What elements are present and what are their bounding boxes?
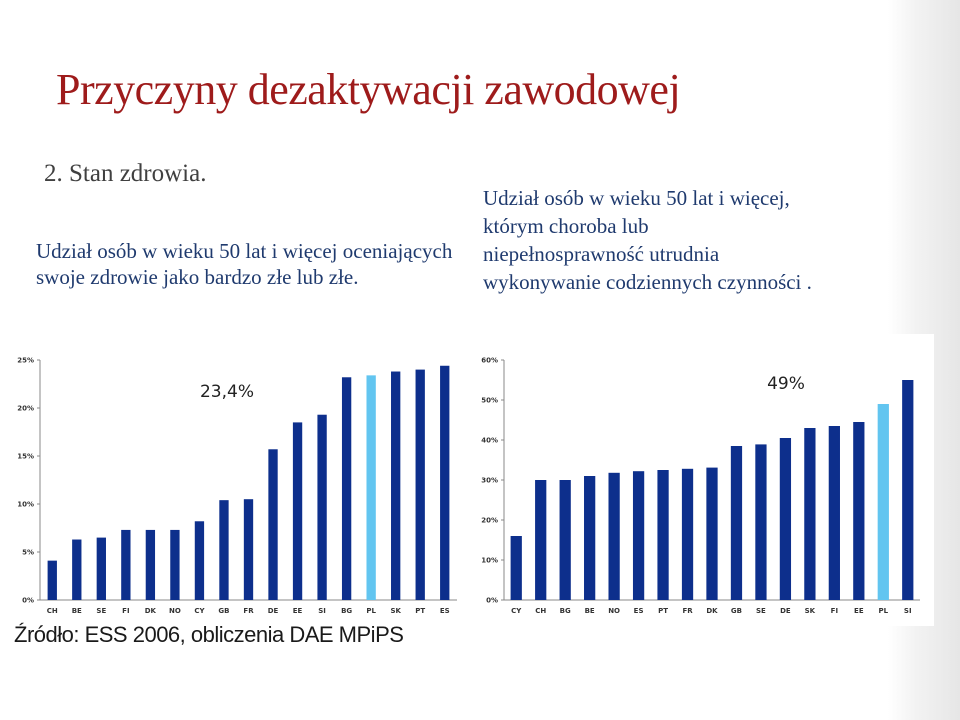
section-point: 2. Stan zdrowia. [44, 160, 207, 187]
bar-pl [877, 404, 889, 600]
bar-ch [47, 560, 57, 600]
x-tick-label: EE [293, 607, 303, 615]
chart-poor-health: 0% 5% 10% 15% 20% 25% CH BE SE FI DK NO CY GB FR DE EE SI… [12, 348, 462, 620]
x-tick-label: FR [243, 607, 254, 615]
x-tick-label: FR [682, 607, 693, 615]
x-tick-label: SI [904, 607, 912, 615]
x-tick-label: CH [47, 607, 58, 615]
x-tick-label: PT [415, 607, 425, 615]
slide-title: Przyczyny dezaktywacji zawodowej [56, 65, 681, 114]
bar-ee [292, 422, 303, 600]
bar-pt [415, 369, 425, 600]
y-tick-label: 10% [481, 557, 498, 565]
bar-si [902, 380, 914, 600]
x-tick-label: PL [366, 607, 376, 615]
y-tick-label: 10% [17, 501, 34, 509]
bar-pl [366, 375, 376, 600]
y-tick-label: 20% [481, 517, 498, 525]
x-tick-label: SK [805, 607, 816, 615]
bar-ch [535, 480, 547, 600]
bar-pt [657, 470, 669, 600]
bar-be [72, 539, 82, 600]
bar-sk [804, 428, 816, 600]
highlight-annotation: 23,4% [200, 382, 254, 402]
x-tick-label: FI [831, 607, 838, 615]
bar-es [632, 471, 645, 600]
bar-sk [391, 371, 401, 600]
x-tick-label: SE [96, 607, 106, 615]
bar-fr [681, 468, 694, 600]
x-tick-label: BE [585, 607, 595, 615]
x-tick-label: SE [756, 607, 766, 615]
bar-cy [510, 536, 522, 600]
x-tick-label: DK [145, 607, 157, 615]
bar-fi [828, 426, 840, 600]
bar-be [584, 476, 596, 600]
bar-no [608, 472, 620, 600]
x-tick-label: EE [854, 607, 864, 615]
y-tick-label: 5% [22, 549, 34, 557]
bar-de [268, 449, 278, 600]
x-tick-label: ES [440, 607, 450, 615]
highlight-annotation: 49% [767, 374, 805, 394]
y-tick-label: 50% [481, 397, 498, 405]
x-tick-label: CY [194, 607, 205, 615]
bar-si [317, 414, 327, 600]
bar-se [755, 444, 767, 600]
source-note: Źródło: ESS 2006, obliczenia DAE MPiPS [14, 622, 404, 647]
x-tick-label: FI [122, 607, 129, 615]
x-tick-label: PL [878, 607, 888, 615]
bar-no [170, 529, 180, 600]
x-tick-label: PT [658, 607, 668, 615]
bar-se [96, 537, 106, 600]
x-tick-label: GB [218, 607, 229, 615]
x-tick-label: BE [72, 607, 82, 615]
bar-es [440, 365, 450, 600]
x-tick-label: SK [390, 607, 401, 615]
x-tick-label: GB [731, 607, 742, 615]
x-tick-label: BG [560, 607, 571, 615]
x-tick-label: CH [535, 607, 546, 615]
y-tick-label: 0% [486, 597, 498, 605]
bar-gb [730, 446, 743, 600]
right-chart-description: Udział osób w wieku 50 lat i więcej, któ… [483, 186, 812, 294]
x-tick-label: DE [780, 607, 791, 615]
bar-bg [559, 480, 571, 600]
y-tick-label: 25% [17, 357, 34, 365]
bar-cy [194, 521, 205, 600]
bar-bg [341, 377, 352, 600]
bar-dk [706, 467, 718, 600]
chart-limited-activity: 0% 10% 20% 30% 40% 50% 60% CY CH BG BE NO ES PT FR DK GB… [472, 334, 934, 626]
bar-fi [121, 529, 131, 600]
x-tick-label: CY [511, 607, 522, 615]
x-tick-label: DE [268, 607, 279, 615]
bar-dk [145, 529, 156, 600]
x-tick-label: NO [608, 607, 620, 615]
bar-gb [219, 500, 229, 600]
y-tick-label: 60% [481, 357, 498, 365]
x-tick-label: BG [341, 607, 352, 615]
x-tick-label: SI [318, 607, 326, 615]
y-tick-label: 15% [17, 453, 34, 461]
bar-ee [853, 422, 865, 600]
chart-background [12, 348, 462, 620]
y-tick-label: 40% [481, 437, 498, 445]
x-tick-label: ES [634, 607, 644, 615]
left-chart-description: Udział osób w wieku 50 lat i więcej ocen… [36, 239, 453, 289]
bar-fr [243, 499, 254, 600]
y-tick-label: 30% [481, 477, 498, 485]
x-tick-label: DK [706, 607, 718, 615]
y-tick-label: 20% [17, 405, 34, 413]
bar-de [779, 438, 792, 600]
y-tick-label: 0% [22, 597, 34, 605]
x-tick-label: NO [169, 607, 181, 615]
